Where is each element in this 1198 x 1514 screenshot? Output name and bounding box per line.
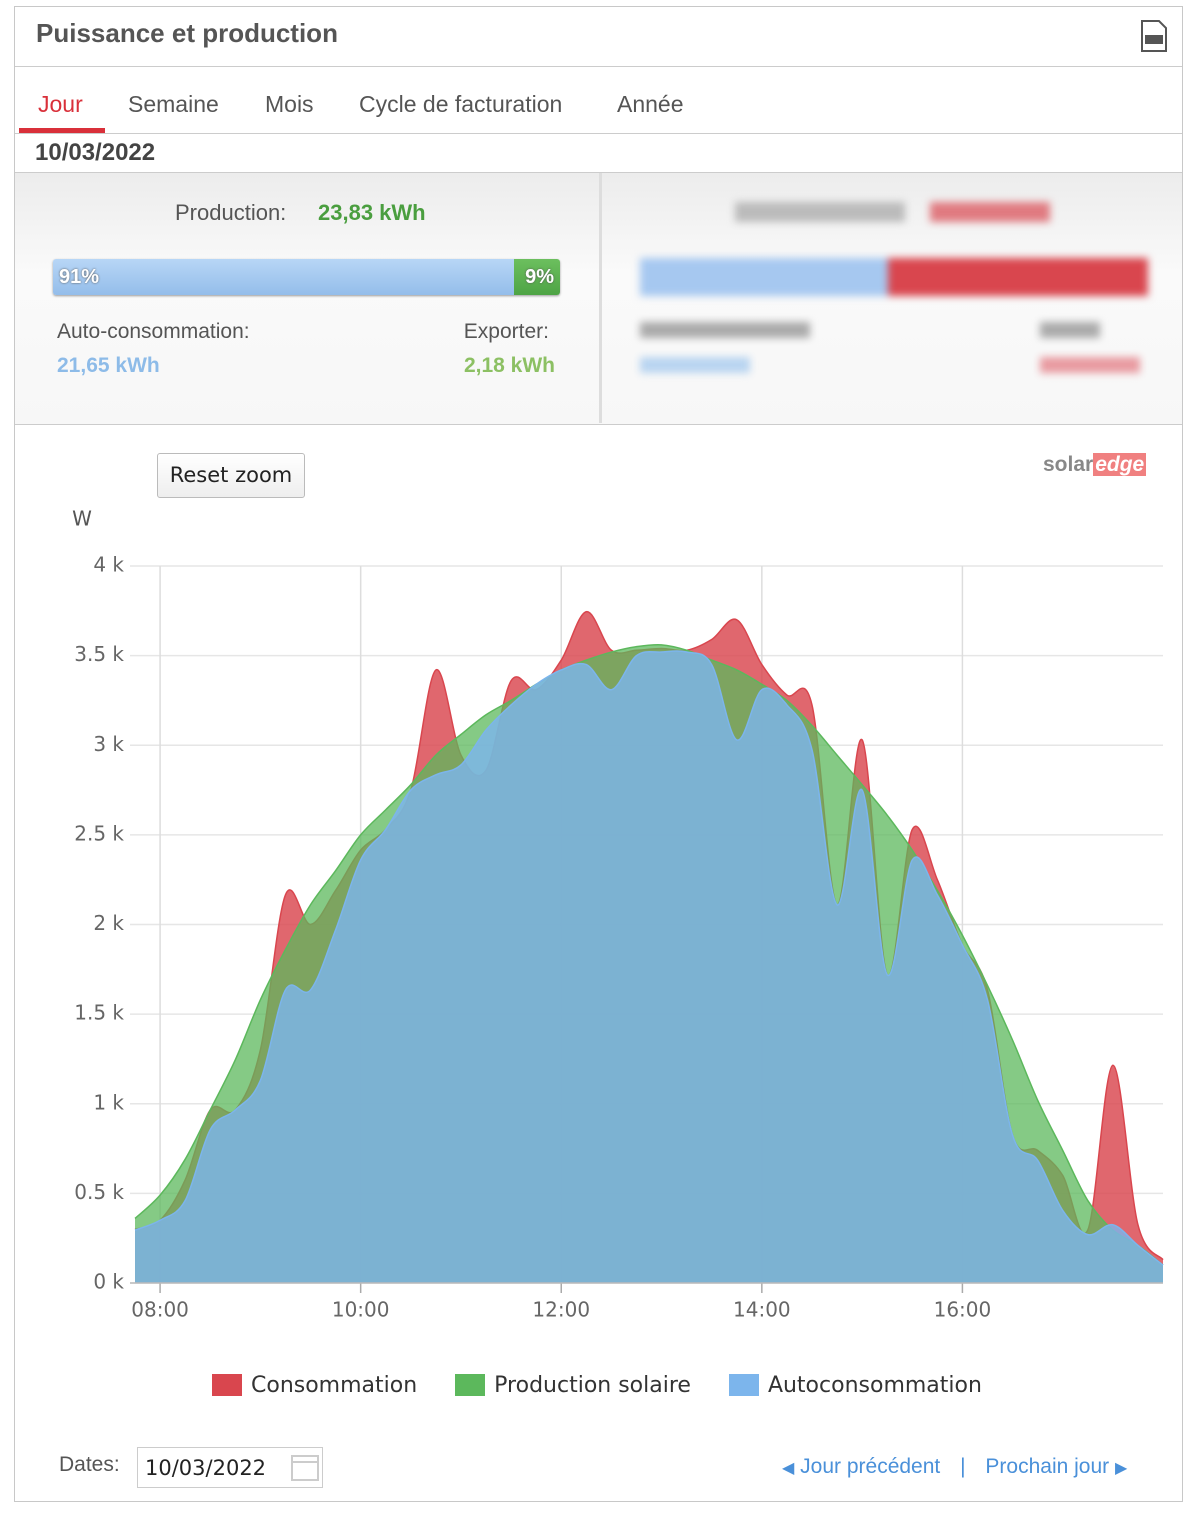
y-axis-label: W <box>72 507 92 531</box>
x-tick-label: 16:00 <box>934 1298 992 1322</box>
date-heading: 10/03/2022 <box>35 139 156 166</box>
divider <box>599 173 602 423</box>
reset-zoom-button[interactable]: Reset zoom <box>157 453 305 498</box>
logo: solaredge <box>1043 453 1147 477</box>
arrow-right: ▶ <box>1114 1460 1128 1477</box>
arrow-left: ◀ <box>782 1460 795 1477</box>
y-tick-label: 1 k <box>93 1090 124 1114</box>
tab-underline <box>19 128 105 133</box>
csv-icon[interactable] <box>1140 20 1168 52</box>
y-tick-label: 3 k <box>93 732 124 756</box>
legend-item[interactable]: Autoconsommation <box>728 1370 982 1400</box>
tab[interactable]: Semaine <box>128 91 219 117</box>
y-tick-label: 0.5 k <box>74 1180 124 1204</box>
legend-item[interactable]: Production solaire <box>455 1370 691 1400</box>
production-label: Production: <box>175 200 287 225</box>
export-label: Exporter: <box>463 320 549 343</box>
area-line <box>134 643 1164 1266</box>
x-tick-label: 10:00 <box>332 1298 390 1322</box>
self-value: 21,65 kWh <box>57 354 160 377</box>
y-tick-label: 1.5 k <box>74 1001 124 1025</box>
ratio-segment: 91% <box>53 259 515 295</box>
divider <box>15 66 1182 67</box>
panel-title: Puissance et production <box>36 18 338 48</box>
y-tick-label: 2.5 k <box>74 821 124 845</box>
tab[interactable]: Jour <box>38 91 83 117</box>
nav: ◀ Jour précédent | Prochain jour ▶ <box>782 1455 1127 1479</box>
y-tick-label: 3.5 k <box>74 642 124 666</box>
tab[interactable]: Cycle de facturation <box>359 91 563 117</box>
y-tick-label: 4 k <box>93 553 124 577</box>
ratio-label: 9% <box>525 266 554 288</box>
legend: Consommation Production solaire Autoconsom… <box>212 1370 982 1400</box>
tab[interactable]: Année <box>617 91 684 117</box>
date-input-text: 10/03/2022 <box>145 1456 267 1480</box>
y-tick-label: 0 k <box>93 1270 124 1294</box>
divider <box>15 133 1182 134</box>
prev-day-link[interactable]: Jour précédent <box>800 1455 941 1478</box>
legend-swatch <box>728 1374 759 1396</box>
panel <box>14 6 1183 1502</box>
logo-solar: solar <box>1043 453 1094 476</box>
y-tick-label: 2 k <box>93 911 124 935</box>
self-label: Auto-consommation: <box>57 320 250 343</box>
production-value: 23,83 kWh <box>318 200 426 225</box>
area <box>135 650 1164 1283</box>
export-value: 2,18 kWh <box>463 354 555 377</box>
ratio-bar: 91% 9% <box>53 259 560 295</box>
tab[interactable]: Mois <box>265 91 314 117</box>
legend-label: Production solaire <box>494 1372 691 1398</box>
x-tick-label: 12:00 <box>532 1298 590 1322</box>
x-tick-label: 08:00 <box>131 1298 189 1322</box>
date-input[interactable]: 10/03/2022 <box>137 1447 323 1488</box>
legend-item[interactable]: Consommation <box>212 1370 417 1400</box>
separator: | <box>960 1455 966 1478</box>
area-line <box>134 650 1164 1266</box>
legend-label: Autoconsommation <box>767 1372 982 1398</box>
dates-label: Dates: <box>59 1453 120 1476</box>
legend-label: Consommation <box>251 1372 418 1398</box>
logo-edge: edge <box>1093 453 1147 476</box>
blurred-panel <box>640 190 1160 390</box>
calendar-icon[interactable] <box>290 1452 320 1482</box>
legend-swatch <box>455 1374 486 1396</box>
next-day-link[interactable]: Prochain jour <box>985 1455 1110 1478</box>
legend-swatch <box>212 1374 242 1396</box>
x-tick-label: 14:00 <box>733 1298 791 1322</box>
ratio-segment: 9% <box>514 259 560 295</box>
ratio-label: 91% <box>59 266 100 288</box>
